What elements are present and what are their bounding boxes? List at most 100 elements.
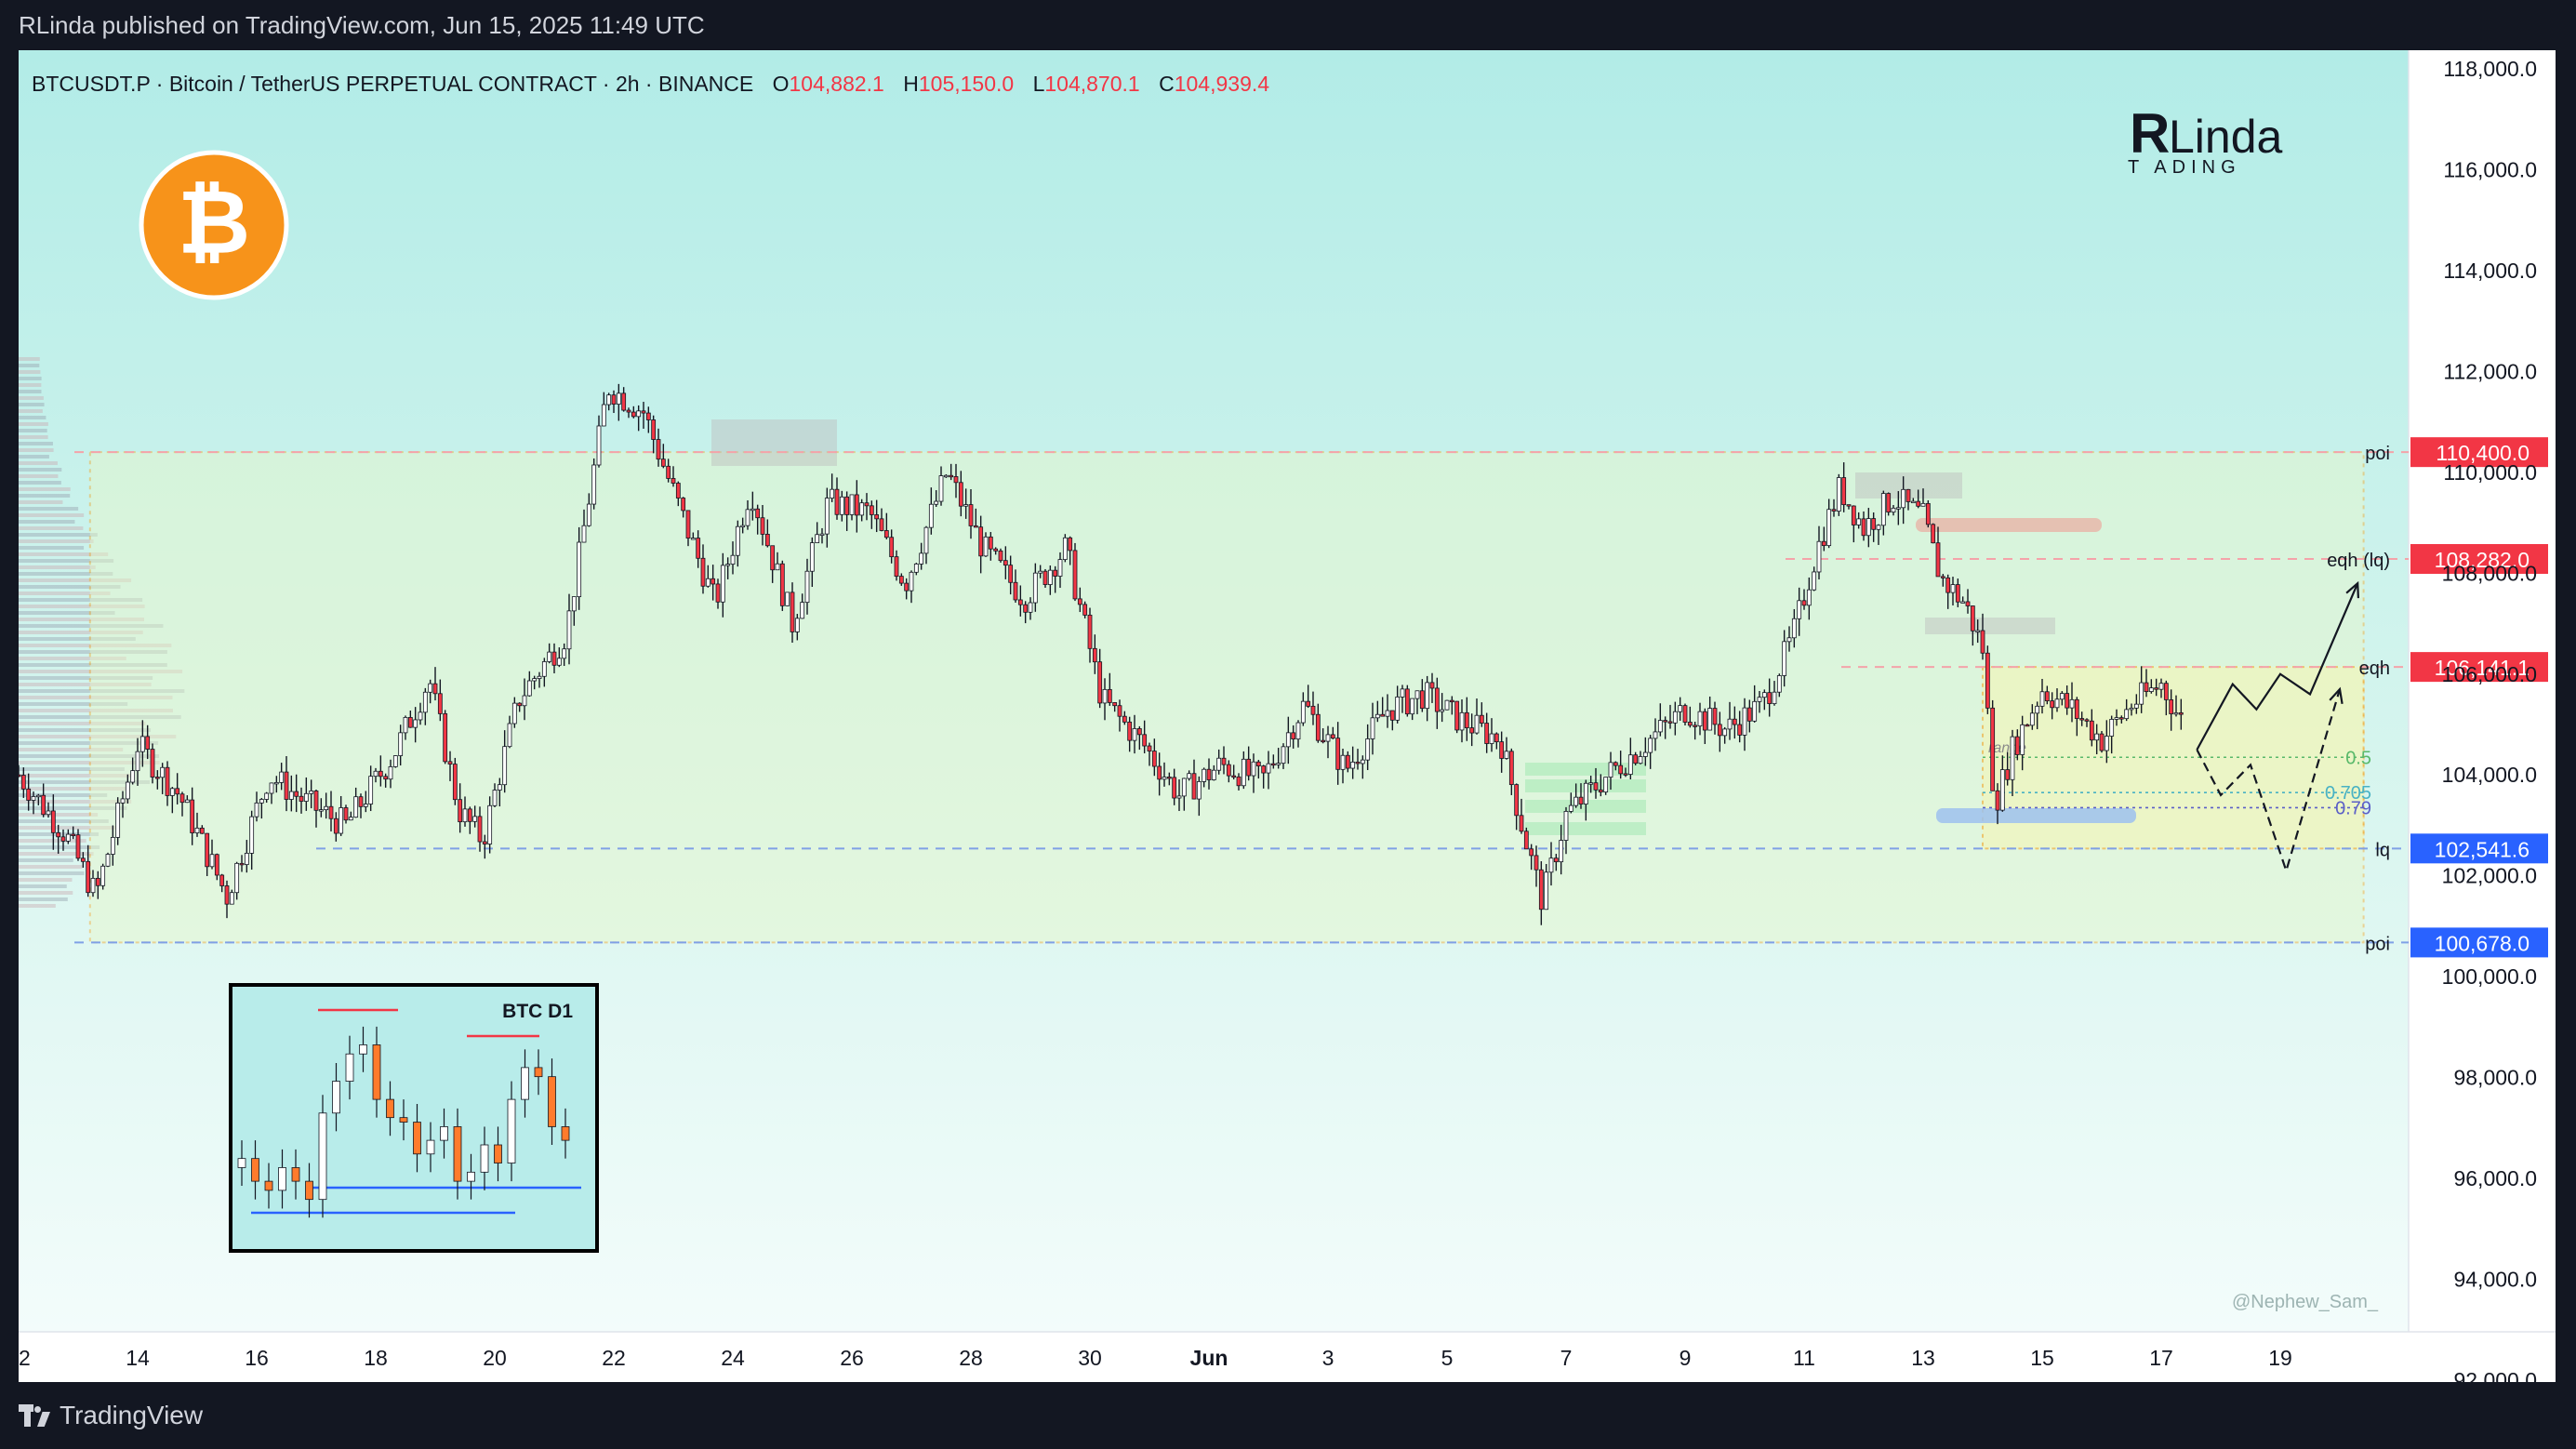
candle-body [1935, 542, 1941, 578]
profile-bar [19, 565, 96, 569]
candle-body [581, 525, 587, 543]
price-chart[interactable]: range poi 110,400.0 eqh (lq) 108,282.0 eqh 10… [7, 50, 2556, 1392]
profile-bar [19, 578, 132, 582]
profile-bar [19, 657, 126, 660]
candle-body [1068, 537, 1073, 552]
price-tag-label: 106,141.1 [2435, 656, 2530, 680]
candle-body [1841, 477, 1847, 506]
x-tick-label: 12 [19, 1346, 31, 1370]
candle-body [775, 563, 780, 571]
candle-body [1786, 637, 1792, 643]
candle-body [1077, 598, 1082, 605]
candle-body [1598, 789, 1603, 793]
inset-btc-d1: BTC D1 [229, 983, 599, 1253]
candle-body [656, 439, 661, 460]
candle-body [1693, 724, 1698, 727]
candle-body [641, 410, 646, 414]
candle-body [1797, 600, 1802, 619]
time-axis[interactable] [19, 1332, 2556, 1382]
profile-bar [19, 605, 145, 608]
candle-body [2178, 712, 2184, 715]
profile-bar [19, 370, 41, 374]
candle-body [760, 517, 765, 535]
candle-body [165, 766, 170, 796]
candle-body [1821, 540, 1826, 547]
profile-bar [19, 748, 124, 751]
author-watermark: @Nephew_Sam_ [2232, 1292, 2379, 1312]
candle-body [1851, 505, 1856, 525]
candle-body [794, 618, 800, 632]
projection-arrowhead [2329, 686, 2344, 705]
profile-bar [19, 637, 136, 641]
x-tick-label: 14 [126, 1346, 150, 1370]
candle-body [645, 412, 651, 420]
candle-body [1315, 713, 1321, 741]
candle-body [1028, 602, 1033, 613]
inset-candle-body [440, 1126, 448, 1141]
x-tick-label: 28 [959, 1346, 983, 1370]
svg-text:Linda: Linda [2169, 111, 2283, 163]
candle-body [1905, 488, 1911, 502]
projection-arrowhead [2345, 580, 2360, 599]
candle-body [239, 862, 245, 866]
profile-bar [19, 813, 99, 817]
candle-body [988, 536, 993, 550]
candle-body [1910, 500, 1916, 504]
price-axis[interactable] [2409, 50, 2556, 1332]
candle-body [745, 509, 750, 526]
candle-body [1642, 751, 1648, 757]
candle-body [1434, 687, 1440, 712]
candle-body [2005, 769, 2011, 780]
profile-bar [19, 611, 115, 615]
candle-body [95, 877, 100, 886]
candle-body [1717, 724, 1722, 737]
candle-body [1038, 570, 1043, 574]
profile-bar [19, 559, 114, 563]
candle-body [1767, 692, 1773, 704]
candle-body [502, 746, 508, 786]
y-tick-label: 108,000.0 [2442, 561, 2537, 585]
candle-body [541, 661, 547, 677]
candle-body [348, 817, 353, 821]
profile-bar [19, 884, 67, 888]
profile-bar [19, 552, 109, 556]
candle-body [611, 394, 617, 405]
candle-body [392, 755, 398, 767]
candle-body [666, 465, 671, 479]
candle-body [1454, 700, 1460, 731]
chart-frame[interactable]: range poi 110,400.0 eqh (lq) 108,282.0 eqh 10… [7, 50, 2556, 1392]
candle-body [1404, 688, 1410, 715]
profile-bar [19, 767, 125, 771]
candle-body [1255, 761, 1261, 766]
candle-body [1295, 722, 1301, 740]
inset-candle-body [386, 1098, 394, 1119]
candle-body [1672, 711, 1678, 724]
profile-bar [19, 546, 85, 550]
candle-body [487, 804, 493, 844]
candle-body [333, 818, 339, 834]
profile-bar [19, 461, 58, 465]
candle-body [1410, 698, 1415, 715]
candle-body [378, 770, 383, 778]
volume-profile [19, 357, 185, 908]
profile-bar [19, 468, 62, 472]
candle-body [1856, 518, 1862, 525]
candle-body [1330, 734, 1335, 739]
candle-body [1023, 604, 1029, 613]
candle-body [1886, 493, 1892, 513]
candle-body [115, 802, 121, 838]
inset-candle-body [507, 1098, 516, 1163]
publish-header: RLinda published on TradingView.com, Jun… [0, 0, 2576, 50]
profile-bar [19, 689, 185, 693]
inset-candle-body [413, 1122, 421, 1155]
candle-body [1880, 493, 1886, 526]
candle-body [1891, 507, 1896, 513]
tradingview-logo[interactable]: TradingView [19, 1401, 203, 1430]
candle-body [1861, 518, 1866, 537]
candle-body [100, 865, 106, 886]
candle-body [472, 816, 478, 822]
candle-body [1742, 707, 1747, 736]
candle-body [770, 545, 776, 571]
candle-body [2139, 682, 2144, 705]
candle-body [1538, 869, 1544, 911]
